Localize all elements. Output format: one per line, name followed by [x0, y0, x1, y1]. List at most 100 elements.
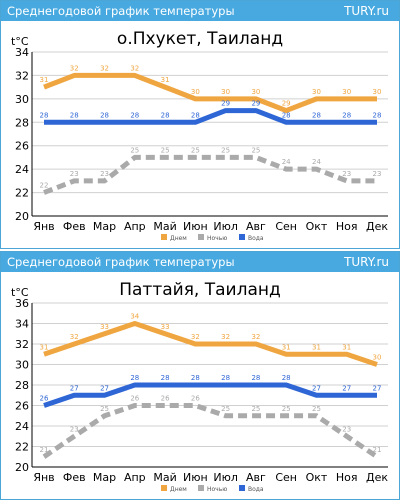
y-tick-label: 20	[15, 461, 29, 474]
data-label-day: 33	[100, 323, 109, 331]
y-axis-label: t°C	[11, 35, 29, 48]
chart-panel-phuket: Среднегодовой график температуры TURY.ru…	[0, 0, 400, 249]
data-label-day: 30	[312, 88, 321, 96]
data-label-night: 23	[342, 170, 351, 178]
site-name: TURY.ru	[344, 4, 389, 18]
chart-title: о.Пхукет, Таиланд	[117, 29, 283, 49]
data-label-day: 31	[312, 343, 321, 351]
data-label-water: 27	[100, 384, 109, 392]
series-line-water	[44, 108, 377, 125]
data-label-night: 26	[161, 395, 170, 403]
x-tick-label: Дек	[366, 471, 388, 484]
legend-swatch-water	[239, 234, 245, 240]
legend-label-night: Ночью	[207, 486, 227, 493]
x-tick-label: Окт	[306, 220, 328, 233]
series-line-water	[43, 382, 377, 408]
data-label-water: 26	[40, 395, 49, 403]
data-label-day: 32	[70, 64, 79, 72]
y-tick-label: 36	[15, 297, 29, 310]
data-label-day: 31	[342, 343, 351, 351]
y-tick-label: 28	[15, 116, 29, 129]
data-label-day: 32	[251, 333, 260, 341]
x-tick-label: Июн	[183, 471, 208, 484]
data-label-night: 23	[342, 425, 351, 433]
data-label-water: 28	[40, 111, 49, 119]
x-tick-label: Апр	[124, 220, 146, 233]
temperature-chart-pattaya: Паттайя, Таиланд t°C 20 22 24 26 28 30 32 34 36 Янв…	[11, 280, 388, 493]
data-label-water: 28	[282, 374, 291, 382]
data-label-night: 25	[282, 405, 291, 413]
data-label-day: 30	[373, 88, 382, 96]
data-label-water: 28	[130, 111, 139, 119]
y-tick-label: 24	[15, 163, 29, 176]
data-label-day: 30	[221, 88, 230, 96]
y-tick-label: 20	[15, 210, 29, 223]
y-tick-label: 32	[15, 338, 29, 351]
data-label-day: 29	[282, 100, 291, 108]
series-line-day	[43, 72, 377, 114]
header-title: Среднегодовой график температуры	[7, 255, 235, 269]
legend-swatch-day	[161, 485, 167, 491]
data-label-water: 27	[312, 384, 321, 392]
data-label-night: 25	[191, 146, 200, 154]
data-label-night: 23	[70, 170, 79, 178]
data-label-water: 28	[342, 111, 351, 119]
y-tick-label: 34	[15, 318, 29, 331]
x-tick-label: Фев	[63, 220, 86, 233]
x-tick-label: Июл	[213, 220, 238, 233]
data-label-day: 30	[342, 88, 351, 96]
site-name: TURY.ru	[344, 255, 389, 269]
x-tick-label: Авг	[246, 220, 266, 233]
y-axis-label: t°C	[11, 286, 29, 299]
data-label-water: 28	[161, 111, 170, 119]
legend-label-water: Вода	[248, 486, 264, 493]
legend-label-water: Вода	[248, 235, 264, 242]
y-tick-label: 30	[15, 359, 29, 372]
x-tick-label: Ноя	[336, 220, 358, 233]
header-bar: Среднегодовой график температуры TURY.ru	[1, 1, 399, 21]
data-label-day: 32	[100, 64, 109, 72]
data-label-day: 30	[191, 88, 200, 96]
x-tick-label: Мар	[93, 471, 116, 484]
series-line-day	[43, 321, 378, 367]
series-line-night	[43, 154, 377, 195]
legend-label-day: Днем	[170, 486, 187, 493]
x-tick-label: Сен	[275, 471, 297, 484]
data-label-night: 25	[251, 405, 260, 413]
x-tick-label: Янв	[33, 471, 54, 484]
x-tick-label: Янв	[33, 220, 54, 233]
data-label-day: 32	[70, 333, 79, 341]
data-label-night: 26	[130, 395, 139, 403]
data-label-water: 28	[373, 111, 382, 119]
data-label-day: 32	[191, 333, 200, 341]
data-label-night: 25	[221, 405, 230, 413]
x-tick-label: Июл	[213, 471, 238, 484]
x-tick-label: Ноя	[336, 471, 358, 484]
y-tick-label: 22	[15, 187, 29, 200]
temperature-chart-phuket: о.Пхукет, Таиланд t°C 20 22 24 26 28 30 32 34 Янв Ф…	[11, 29, 388, 242]
data-label-night: 21	[40, 446, 49, 454]
data-label-night: 25	[100, 405, 109, 413]
x-tick-label: Авг	[246, 471, 266, 484]
data-label-night: 21	[373, 446, 382, 454]
y-tick-label: 26	[15, 400, 29, 413]
data-label-night: 24	[282, 158, 291, 166]
data-label-water: 27	[342, 384, 351, 392]
data-label-water: 28	[221, 374, 230, 382]
data-label-day: 33	[161, 323, 170, 331]
x-tick-label: Май	[153, 220, 176, 233]
data-label-water: 27	[70, 384, 79, 392]
y-tick-label: 30	[15, 93, 29, 106]
data-label-night: 25	[221, 146, 230, 154]
x-tick-label: Фев	[63, 471, 86, 484]
chart-title: Паттайя, Таиланд	[119, 280, 281, 300]
data-label-night: 23	[100, 170, 109, 178]
legend-swatch-day	[161, 234, 167, 240]
header-title: Среднегодовой график температуры	[7, 4, 235, 18]
x-tick-label: Июн	[183, 220, 208, 233]
header-bar: Среднегодовой график температуры TURY.ru	[1, 252, 399, 272]
data-label-day: 30	[373, 354, 382, 362]
data-label-water: 29	[251, 100, 260, 108]
data-label-water: 28	[312, 111, 321, 119]
legend-swatch-water	[239, 485, 245, 491]
